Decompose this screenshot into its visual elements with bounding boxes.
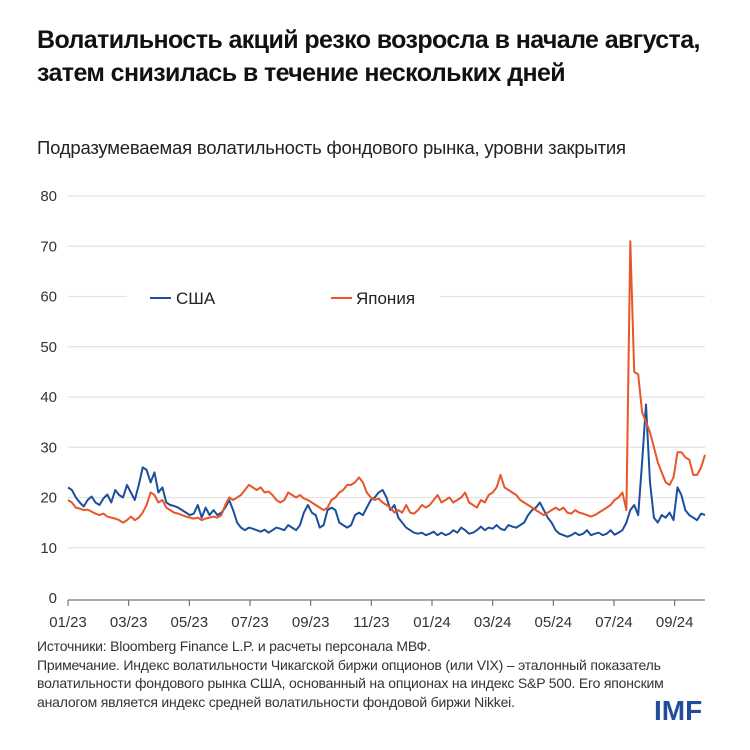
x-tick-label: 03/23: [110, 614, 148, 631]
y-tick-label: 30: [40, 439, 57, 456]
y-tick-label: 60: [40, 289, 57, 306]
y-tick-label: 10: [40, 540, 57, 557]
x-tick-label: 05/24: [535, 614, 573, 631]
series-lines: [67, 240, 706, 538]
note-line-3: аналогом является индекс средней волатил…: [37, 694, 515, 711]
x-tick-label: 07/23: [231, 614, 269, 631]
note-line-2: волатильности фондового рынка США, основ…: [37, 675, 664, 692]
x-tick-label: 03/24: [474, 614, 512, 631]
x-tick-label: 09/24: [656, 614, 694, 631]
source-note: Источники: Bloomberg Finance L.P. и расч…: [37, 638, 431, 654]
gridlines: [68, 195, 705, 549]
y-tick-label: 50: [40, 339, 57, 356]
x-tick-label: 07/24: [595, 614, 633, 631]
note-line-1: Примечание. Индекс волатильности Чикагск…: [37, 656, 661, 673]
legend-label: США: [176, 289, 216, 308]
x-axis: 01/23 03/23 05/23 07/23 09/23 11/23 01/24 03/24…: [49, 599, 705, 631]
x-tick-label: 01/23: [49, 614, 87, 631]
chart-subtitle: Подразумеваемая волатильность фондового …: [37, 137, 626, 158]
legend: США Япония: [150, 289, 415, 308]
y-tick-label: 80: [40, 188, 57, 205]
footnotes: Источники: Bloomberg Finance L.P. и расч…: [37, 637, 727, 712]
series-line-usa: [67, 403, 706, 538]
y-tick-label: 20: [40, 490, 57, 507]
x-tick-label: 09/23: [292, 614, 330, 631]
chart-title: Волатильность акций резко возросла в нач…: [37, 26, 700, 87]
y-axis-ticks: 0 10 20 30 40 50 60 70 80: [40, 188, 57, 607]
x-tick-label: 11/23: [353, 614, 389, 631]
series-line-japan: [67, 240, 706, 524]
y-tick-label: 0: [49, 590, 57, 607]
x-tick-label: 05/23: [171, 614, 209, 631]
x-tick-label: 01/24: [413, 614, 451, 631]
imf-logo: IMF: [654, 695, 703, 726]
legend-label: Япония: [356, 289, 415, 308]
y-tick-label: 70: [40, 238, 57, 255]
y-tick-label: 40: [40, 389, 57, 406]
